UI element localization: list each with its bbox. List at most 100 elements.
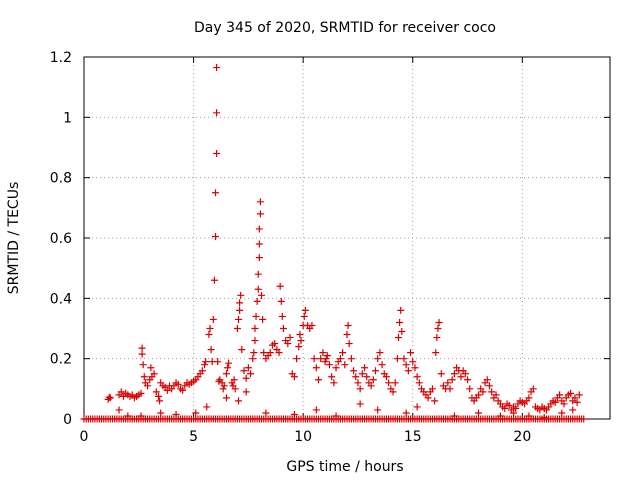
data-point — [213, 150, 221, 158]
data-point — [238, 346, 246, 354]
data-point — [332, 412, 340, 420]
data-point — [356, 400, 364, 408]
data-point — [203, 403, 211, 411]
data-point — [163, 386, 171, 394]
data-point — [424, 394, 432, 402]
data-point — [219, 385, 227, 393]
data-point — [376, 349, 384, 357]
data-point — [356, 385, 364, 393]
data-point — [222, 394, 230, 402]
data-point — [343, 331, 351, 339]
y-tick-labels: 0 0.2 0.4 0.6 0.8 1 1.2 — [50, 50, 72, 428]
data-point — [395, 334, 403, 342]
data-point — [251, 325, 259, 332]
x-tick-labels: 0 5 10 15 20 — [80, 429, 532, 445]
data-point — [242, 388, 250, 396]
data-point — [300, 312, 308, 320]
data-point — [140, 373, 148, 381]
data-point — [397, 306, 405, 314]
data-point — [485, 382, 493, 390]
data-point — [363, 373, 371, 381]
data-point — [235, 397, 243, 405]
data-point — [505, 401, 513, 409]
data-point — [224, 364, 232, 372]
y-tick-label: 0.4 — [50, 291, 72, 307]
data-point — [233, 325, 241, 332]
data-point — [242, 374, 250, 382]
data-point — [138, 350, 146, 358]
data-point — [172, 410, 180, 418]
data-point — [492, 391, 500, 399]
data-point — [266, 349, 274, 357]
data-point — [369, 376, 377, 384]
data-point — [433, 334, 441, 342]
data-point — [437, 370, 445, 378]
y-axis-label: SRMTID / TECUs — [6, 182, 22, 295]
data-point — [444, 379, 452, 387]
data-point — [205, 331, 213, 339]
data-point — [225, 359, 233, 367]
data-point — [312, 406, 320, 414]
data-point — [496, 412, 504, 420]
data-point — [350, 367, 358, 375]
data-point — [448, 376, 456, 384]
data-point — [571, 394, 579, 402]
data-point — [236, 299, 244, 307]
data-point — [279, 325, 287, 332]
data-point — [321, 358, 329, 366]
data-point — [215, 377, 223, 385]
data-point — [466, 385, 474, 393]
x-tick-label: 15 — [404, 429, 422, 445]
data-point — [174, 380, 182, 388]
data-point — [461, 370, 469, 378]
data-point — [250, 349, 258, 357]
data-point — [431, 397, 439, 405]
data-point — [275, 349, 283, 357]
data-point — [198, 367, 206, 375]
data-point — [310, 355, 318, 363]
data-point — [278, 312, 286, 320]
data-point — [255, 254, 263, 262]
data-point — [510, 409, 518, 417]
y-tick-label: 1 — [63, 110, 72, 126]
data-point — [105, 393, 113, 401]
data-point — [156, 397, 164, 405]
data-point — [236, 306, 244, 314]
data-point — [336, 355, 344, 363]
data-point — [206, 325, 214, 332]
y-tick-label: 0.2 — [50, 352, 72, 368]
data-point — [286, 334, 294, 342]
data-point — [415, 379, 423, 387]
data-point — [253, 297, 261, 305]
data-point — [139, 361, 147, 369]
data-point — [231, 385, 239, 393]
data-point — [262, 409, 270, 417]
data-point — [297, 337, 305, 345]
data-point — [284, 340, 292, 348]
data-point — [402, 409, 410, 417]
data-point — [347, 355, 355, 363]
data-point — [202, 358, 210, 366]
data-point — [157, 409, 165, 417]
grid-lines — [84, 57, 610, 419]
data-point — [341, 361, 349, 369]
data-point — [402, 361, 410, 369]
data-point — [450, 370, 458, 378]
data-point-zero — [580, 415, 588, 423]
data-point — [209, 315, 217, 323]
data-point — [230, 376, 238, 384]
x-axis-label: GPS time / hours — [286, 459, 403, 475]
data-point — [501, 404, 509, 412]
data-point — [237, 291, 245, 299]
chart-title: Day 345 of 2020, SRMTID for receiver coc… — [194, 20, 496, 36]
data-point — [432, 349, 440, 357]
data-point — [150, 370, 158, 378]
data-point — [240, 367, 248, 375]
data-point — [201, 361, 209, 369]
data-point — [457, 373, 465, 381]
data-point — [556, 391, 564, 399]
data-point — [213, 109, 221, 117]
data-point — [446, 385, 454, 393]
data-point — [212, 232, 219, 240]
data-point — [290, 373, 298, 381]
